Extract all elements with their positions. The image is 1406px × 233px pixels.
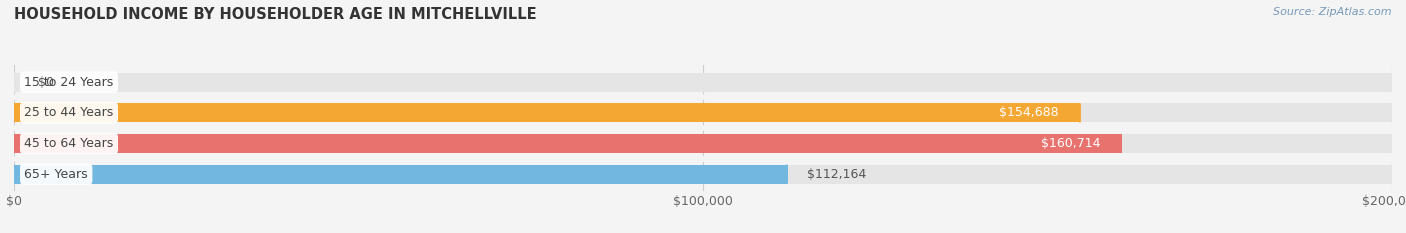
Text: 65+ Years: 65+ Years (24, 168, 89, 181)
Bar (14, 134, 1392, 153)
Text: Source: ZipAtlas.com: Source: ZipAtlas.com (1274, 7, 1392, 17)
Text: $112,164: $112,164 (807, 168, 866, 181)
Bar (14, 103, 1392, 122)
Text: $0: $0 (38, 76, 55, 89)
Bar (14, 165, 787, 184)
Text: 45 to 64 Years: 45 to 64 Years (24, 137, 114, 150)
Bar (14, 165, 1392, 184)
Text: $160,714: $160,714 (1040, 137, 1101, 150)
Text: $154,688: $154,688 (1000, 106, 1059, 119)
Text: HOUSEHOLD INCOME BY HOUSEHOLDER AGE IN MITCHELLVILLE: HOUSEHOLD INCOME BY HOUSEHOLDER AGE IN M… (14, 7, 537, 22)
Bar (14, 73, 1392, 92)
Text: 25 to 44 Years: 25 to 44 Years (24, 106, 114, 119)
Bar (14, 103, 1080, 122)
Bar (14, 134, 1121, 153)
Text: 15 to 24 Years: 15 to 24 Years (24, 76, 114, 89)
